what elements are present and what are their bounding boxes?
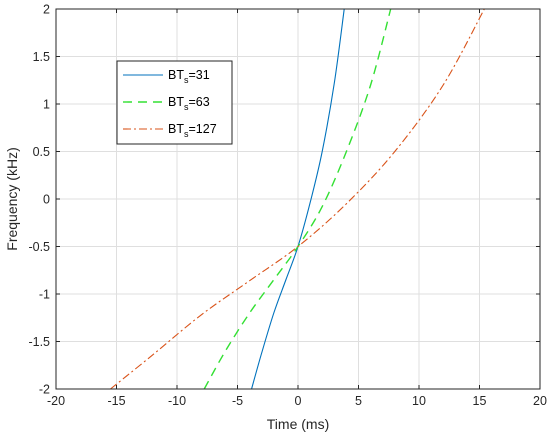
x-tick-label: 5 (355, 394, 362, 408)
y-tick-label: -1.5 (28, 335, 50, 349)
x-tick-label: 0 (295, 394, 302, 408)
y-tick-label: 0.5 (33, 145, 50, 159)
y-tick-label: 0 (43, 193, 50, 207)
ticks: -20 -15 -10 -5 0 5 10 15 20 -2 -1.5 -1 -0.5 0 0.5 1 1.5 2 (28, 3, 547, 409)
plot-lines (110, 8, 485, 390)
y-tick-label: 2 (43, 3, 50, 17)
x-tick-label: 20 (533, 394, 547, 408)
legend-label-2: BTs=127 (168, 122, 217, 139)
x-tick-label: -15 (107, 394, 125, 408)
series-line-2 (110, 8, 485, 390)
legend-label-1: BTs=63 (168, 95, 210, 112)
y-tick-label: -2 (39, 383, 50, 397)
legend: BTs=31 BTs=63 BTs=127 (116, 60, 233, 145)
x-tick-label: -10 (168, 394, 186, 408)
x-tick-label: 10 (412, 394, 426, 408)
x-tick-label: -5 (232, 394, 243, 408)
legend-label-0: BTs=31 (168, 68, 210, 85)
y-tick-label: 1 (43, 98, 50, 112)
y-tick-label: -1 (39, 288, 50, 302)
x-tick-label: -20 (47, 394, 65, 408)
y-axis-label: Frequency (kHz) (4, 147, 20, 250)
y-tick-label: 1.5 (33, 50, 50, 64)
x-tick-label: 15 (473, 394, 487, 408)
y-tick-label: -0.5 (28, 240, 50, 254)
x-axis-label: Time (ms) (267, 416, 329, 432)
